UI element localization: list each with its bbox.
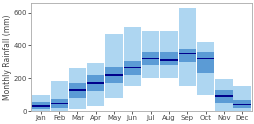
Bar <box>214 79 232 111</box>
Bar <box>214 90 232 103</box>
Bar <box>69 89 86 91</box>
Bar <box>178 53 195 54</box>
Bar <box>105 67 122 83</box>
Bar <box>141 31 159 78</box>
Bar <box>160 31 177 78</box>
Bar <box>69 68 86 109</box>
Bar <box>87 82 104 84</box>
Bar <box>233 104 250 105</box>
Bar <box>69 83 86 98</box>
Bar <box>105 34 122 98</box>
Bar <box>50 81 68 111</box>
Bar <box>123 61 140 75</box>
Bar <box>123 27 140 86</box>
Bar <box>196 42 213 95</box>
Bar <box>141 52 159 65</box>
Bar <box>123 67 140 68</box>
Bar <box>178 8 195 86</box>
Bar <box>32 95 49 111</box>
Bar <box>50 103 68 105</box>
Bar <box>178 49 195 62</box>
Bar <box>233 86 250 111</box>
Y-axis label: Monthly Rainfall (mm): Monthly Rainfall (mm) <box>3 14 12 100</box>
Bar <box>196 52 213 73</box>
Bar <box>50 99 68 108</box>
Bar <box>160 59 177 61</box>
Bar <box>214 95 232 97</box>
Bar <box>196 58 213 59</box>
Bar <box>32 102 49 109</box>
Bar <box>141 58 159 59</box>
Bar <box>87 63 104 106</box>
Bar <box>105 74 122 76</box>
Bar <box>160 52 177 65</box>
Bar <box>32 105 49 107</box>
Bar <box>233 100 250 108</box>
Bar <box>87 75 104 91</box>
